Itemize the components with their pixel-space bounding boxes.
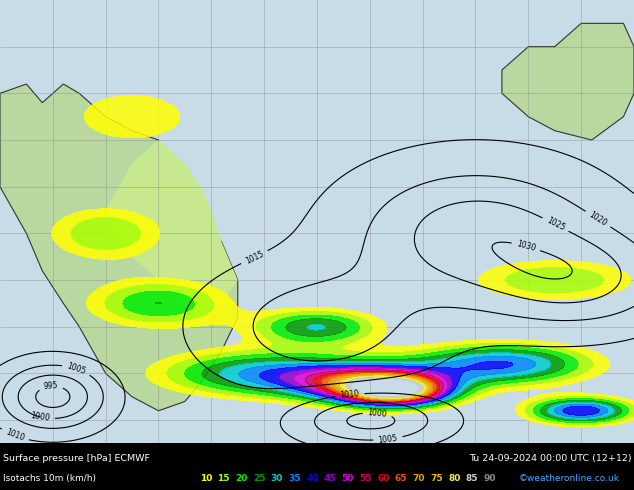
Text: 20: 20 xyxy=(235,474,248,483)
Text: 995: 995 xyxy=(43,381,58,391)
Text: 1015: 1015 xyxy=(244,249,265,266)
Text: 90: 90 xyxy=(484,474,496,483)
Text: 1010: 1010 xyxy=(4,428,25,443)
Text: 1000: 1000 xyxy=(367,408,387,418)
Text: 35: 35 xyxy=(288,474,301,483)
Text: Tu 24-09-2024 00:00 UTC (12+12): Tu 24-09-2024 00:00 UTC (12+12) xyxy=(469,454,631,463)
Text: 70: 70 xyxy=(413,474,425,483)
Text: 60: 60 xyxy=(377,474,390,483)
Text: 1025: 1025 xyxy=(545,216,566,233)
Text: 30: 30 xyxy=(271,474,283,483)
Text: 55: 55 xyxy=(359,474,372,483)
Text: 85: 85 xyxy=(466,474,479,483)
Text: 10: 10 xyxy=(200,474,212,483)
Text: ©weatheronline.co.uk: ©weatheronline.co.uk xyxy=(519,474,619,483)
Text: 1005: 1005 xyxy=(66,362,87,376)
Text: 15: 15 xyxy=(217,474,230,483)
Text: 80: 80 xyxy=(448,474,461,483)
Polygon shape xyxy=(106,140,238,327)
Text: 75: 75 xyxy=(430,474,443,483)
Text: 1010: 1010 xyxy=(340,389,360,400)
Text: 45: 45 xyxy=(324,474,337,483)
Text: 1005: 1005 xyxy=(378,434,398,445)
Text: 1000: 1000 xyxy=(30,411,51,423)
Text: Surface pressure [hPa] ECMWF: Surface pressure [hPa] ECMWF xyxy=(3,454,150,463)
Text: 65: 65 xyxy=(395,474,408,483)
Polygon shape xyxy=(502,24,634,140)
Text: 1020: 1020 xyxy=(588,210,609,228)
Polygon shape xyxy=(0,84,238,411)
Text: 50: 50 xyxy=(342,474,354,483)
Text: 40: 40 xyxy=(306,474,319,483)
Text: 25: 25 xyxy=(253,474,266,483)
Text: Isotachs 10m (km/h): Isotachs 10m (km/h) xyxy=(3,474,96,483)
Text: 1030: 1030 xyxy=(515,240,536,253)
